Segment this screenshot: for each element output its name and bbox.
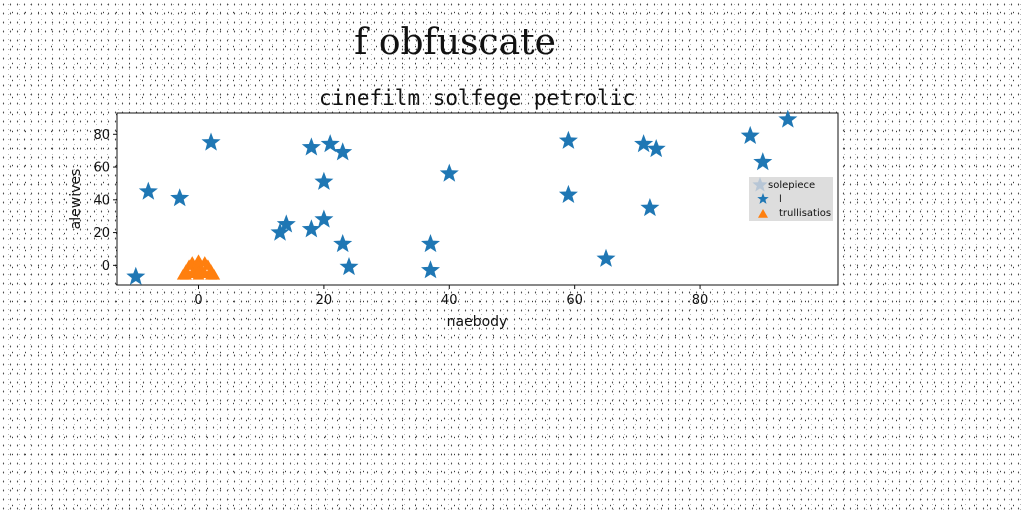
y-axis-label: alewives (68, 169, 84, 230)
star-point (270, 222, 290, 241)
legend-title: solepiece (768, 180, 815, 191)
x-tick-label: 80 (692, 293, 709, 308)
star-point (634, 134, 654, 153)
x-axis: 0 20 40 60 80 (194, 285, 708, 308)
y-tick-label: 60 (93, 161, 110, 176)
y-tick-label: 80 (93, 128, 110, 143)
x-axis-label: naebody (447, 314, 508, 330)
star-point (276, 214, 296, 233)
y-tick-label: 0 (102, 259, 110, 274)
legend-title-star-icon (752, 177, 768, 192)
star-point (320, 134, 340, 153)
star-point (301, 137, 321, 156)
x-tick-label: 0 (194, 293, 202, 308)
x-tick-label: 60 (566, 293, 583, 308)
star-point (421, 234, 440, 253)
star-point (439, 163, 459, 182)
star-point (753, 152, 773, 171)
x-tick-label: 40 (441, 293, 458, 308)
star-point (201, 132, 221, 151)
triangle-point (192, 265, 205, 277)
legend-triangle-icon (758, 209, 768, 218)
star-point (640, 198, 660, 217)
star-point (170, 188, 190, 207)
star-point (314, 209, 334, 228)
star-point (778, 109, 798, 128)
star-point (740, 125, 760, 144)
y-axis: 0 20 40 60 80 (93, 128, 117, 274)
legend-entry-l: l (779, 194, 782, 205)
star-point (558, 184, 578, 203)
triangle-point (205, 269, 218, 280)
star-point (333, 142, 353, 161)
star-point (314, 171, 334, 190)
star-point (421, 260, 440, 279)
star-point (596, 248, 616, 267)
star-point (333, 234, 353, 253)
star-point (646, 139, 666, 158)
page-heading: f obfuscate (354, 22, 556, 63)
star-point (138, 181, 158, 200)
legend-entry-trullisatios: trullisatios (779, 208, 831, 219)
triangle-point (179, 269, 192, 280)
star-point (126, 266, 146, 285)
y-tick-label: 40 (93, 193, 110, 208)
y-tick-label: 20 (93, 226, 110, 241)
plot-area (116, 112, 839, 286)
legend-star-icon (757, 193, 769, 204)
data-points (126, 109, 798, 285)
star-point (339, 257, 359, 276)
chart-title: cinefilm solfege petrolic (319, 86, 635, 110)
star-point (301, 219, 321, 238)
legend: solepiece l trullisatios (749, 177, 833, 221)
star-point (558, 130, 578, 149)
x-tick-label: 20 (316, 293, 333, 308)
